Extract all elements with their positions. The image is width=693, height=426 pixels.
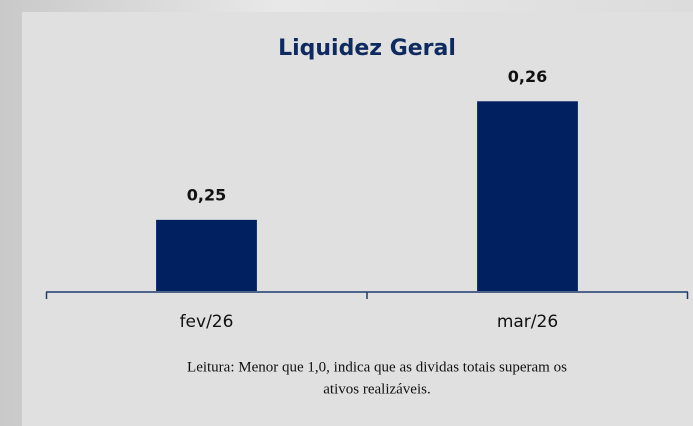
note: Leitura: Menor que 1,0, indica que as di…	[187, 359, 567, 375]
note: ativos realizáveis.	[323, 381, 430, 397]
bar	[156, 219, 257, 291]
panel	[22, 12, 693, 426]
data-label: 0,26	[508, 67, 547, 86]
chart-title: Liquidez Geral	[278, 36, 456, 61]
bar	[477, 101, 578, 292]
data-label: 0,25	[187, 185, 226, 204]
x-tick-label: fev/26	[180, 312, 234, 332]
x-tick-label: mar/26	[497, 312, 558, 332]
